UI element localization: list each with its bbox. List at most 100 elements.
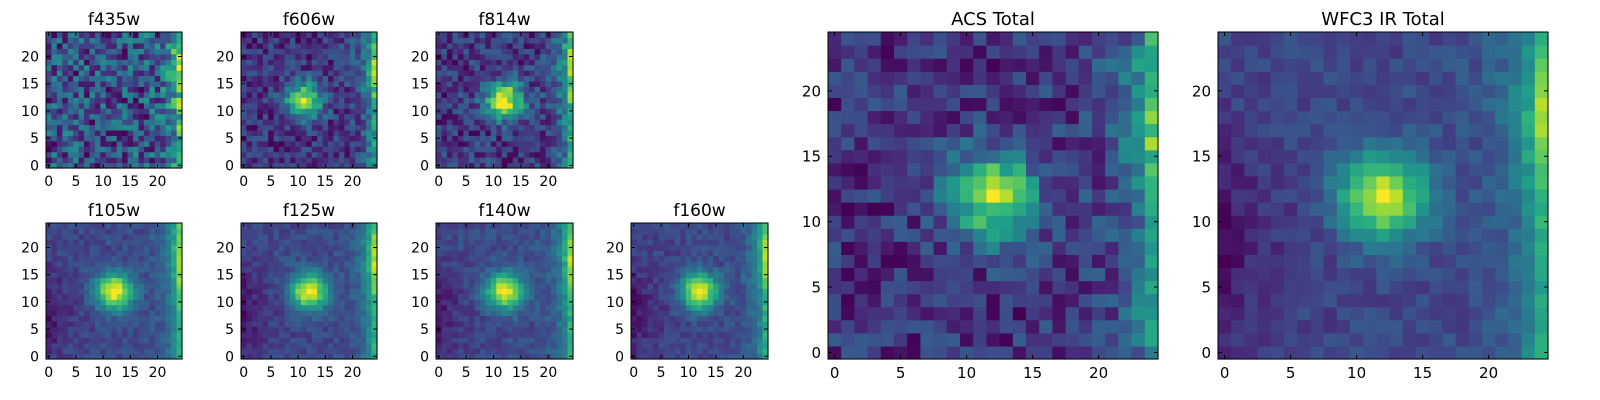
heatmap-cell bbox=[160, 151, 167, 158]
heatmap-cell bbox=[556, 37, 563, 44]
heatmap-cell bbox=[322, 271, 329, 278]
heatmap-cell bbox=[512, 157, 519, 164]
heatmap-cell bbox=[73, 320, 80, 327]
heatmap-cell bbox=[441, 320, 448, 327]
heatmap-cell bbox=[562, 53, 569, 60]
heatmap-cell bbox=[652, 342, 659, 349]
heatmap-cell bbox=[62, 135, 69, 142]
heatmap-cell bbox=[73, 91, 80, 98]
heatmap-cell bbox=[100, 108, 107, 115]
heatmap-cell bbox=[56, 342, 63, 349]
y-tick-label: 20 bbox=[216, 241, 234, 257]
heatmap-cell bbox=[534, 255, 541, 262]
heatmap-cell bbox=[523, 233, 530, 240]
heatmap-cell bbox=[127, 310, 134, 317]
heatmap-cell bbox=[51, 162, 58, 169]
heatmap-cell bbox=[685, 315, 692, 322]
heatmap-cell bbox=[490, 80, 497, 87]
heatmap-cell bbox=[1078, 228, 1093, 242]
heatmap-cell bbox=[540, 162, 547, 169]
heatmap-cell bbox=[674, 315, 681, 322]
heatmap-cell bbox=[116, 102, 123, 109]
heatmap-cell bbox=[512, 310, 519, 317]
heatmap-cell bbox=[322, 151, 329, 158]
heatmap-cell bbox=[317, 64, 324, 71]
heatmap-cell bbox=[338, 151, 345, 158]
heatmap-cell bbox=[268, 250, 275, 257]
heatmap-cell bbox=[279, 348, 286, 355]
heatmap-cell bbox=[540, 135, 547, 142]
heatmap-cell bbox=[468, 250, 475, 257]
heatmap-cell bbox=[1026, 175, 1040, 190]
heatmap-cell bbox=[111, 326, 118, 333]
heatmap-cell bbox=[474, 326, 481, 333]
heatmap-cell bbox=[122, 129, 129, 136]
heatmap-cell bbox=[512, 75, 519, 82]
heatmap-cell bbox=[663, 288, 670, 295]
heatmap-cell bbox=[485, 288, 492, 295]
heatmap-cell bbox=[360, 91, 367, 98]
heatmap-cell bbox=[523, 140, 530, 147]
heatmap-cell bbox=[100, 75, 107, 82]
heatmap-cell bbox=[295, 304, 302, 311]
heatmap-cell bbox=[485, 70, 492, 77]
heatmap-cell bbox=[284, 331, 291, 338]
heatmap-cell bbox=[289, 315, 296, 322]
heatmap-cell bbox=[257, 53, 264, 60]
heatmap-cell bbox=[284, 140, 291, 147]
heatmap-cell bbox=[669, 250, 676, 257]
heatmap-cell bbox=[111, 304, 118, 311]
heatmap-cell bbox=[663, 293, 670, 300]
heatmap-cell bbox=[279, 310, 286, 317]
heatmap-cell bbox=[986, 280, 1001, 295]
heatmap-cell bbox=[740, 331, 747, 338]
heatmap-cell bbox=[241, 59, 248, 66]
heatmap-cell bbox=[518, 282, 525, 289]
heatmap-cell bbox=[441, 266, 448, 273]
heatmap-cell bbox=[89, 233, 96, 240]
heatmap-cell bbox=[56, 32, 63, 39]
heatmap-cell bbox=[360, 239, 367, 246]
heatmap-cell bbox=[1012, 175, 1027, 190]
heatmap-cell bbox=[457, 53, 464, 60]
heatmap-cell bbox=[567, 266, 574, 273]
heatmap-cell bbox=[366, 255, 373, 262]
heatmap-cell bbox=[867, 332, 882, 347]
heatmap-cell bbox=[360, 70, 367, 77]
heatmap-cell bbox=[707, 239, 714, 246]
heatmap-cell bbox=[468, 48, 475, 55]
heatmap-cell bbox=[273, 320, 280, 327]
heatmap-cell bbox=[100, 70, 107, 77]
heatmap-cell bbox=[289, 223, 296, 230]
heatmap-cell bbox=[84, 282, 91, 289]
heatmap-cell bbox=[100, 37, 107, 44]
heatmap-cell bbox=[479, 53, 486, 60]
heatmap-cell bbox=[562, 266, 569, 273]
heatmap-cell bbox=[133, 266, 140, 273]
heatmap-cell bbox=[463, 80, 470, 87]
heatmap-cell bbox=[300, 348, 307, 355]
heatmap-cell bbox=[534, 140, 541, 147]
heatmap-cell bbox=[127, 70, 134, 77]
heatmap-cell bbox=[463, 261, 470, 268]
heatmap-cell bbox=[545, 239, 552, 246]
heatmap-cell bbox=[713, 288, 720, 295]
heatmap-cell bbox=[122, 277, 129, 284]
heatmap-cell bbox=[89, 299, 96, 306]
heatmap-cell bbox=[149, 342, 156, 349]
heatmap-cell bbox=[880, 188, 895, 203]
heatmap-cell bbox=[328, 277, 335, 284]
heatmap-cell bbox=[62, 162, 69, 169]
heatmap-cell bbox=[446, 320, 454, 327]
heatmap-cell bbox=[46, 266, 53, 273]
heatmap-cell bbox=[567, 223, 574, 230]
heatmap-cell bbox=[73, 48, 80, 55]
heatmap-cell bbox=[289, 255, 296, 262]
heatmap-cell bbox=[100, 59, 107, 66]
heatmap-cell bbox=[485, 146, 492, 153]
heatmap-cell bbox=[84, 162, 91, 169]
heatmap-cell bbox=[652, 331, 659, 338]
heatmap-cell bbox=[556, 337, 563, 344]
heatmap-cell bbox=[746, 282, 753, 289]
heatmap-cell bbox=[636, 315, 643, 322]
